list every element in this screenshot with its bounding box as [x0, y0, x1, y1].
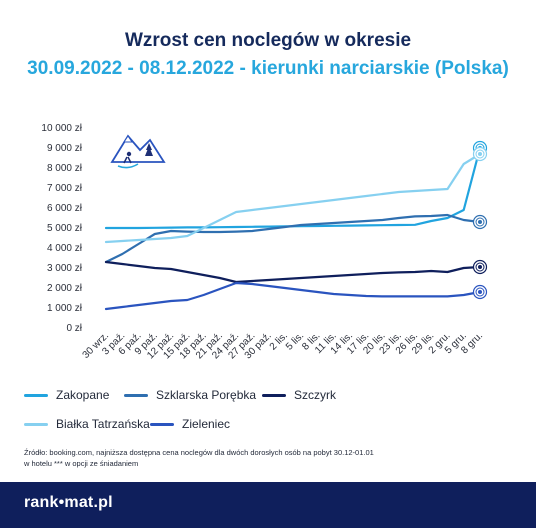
legend-item-zieleniec: Zieleniec — [150, 417, 230, 431]
series-line-2 — [104, 260, 482, 284]
legend-swatch-zakopane — [24, 393, 48, 397]
source-line-1: Źródło: booking.com, najniższa dostępna … — [24, 448, 374, 457]
legend-label: Szklarska Porębka — [156, 388, 257, 402]
chart-subtitle: 30.09.2022 - 08.12.2022 - kierunki narci… — [27, 58, 509, 79]
legend-swatch-bialka-tatrzanska — [24, 422, 48, 426]
y-tick-label: 9 000 zł — [47, 143, 83, 154]
series-end-marker-dot — [478, 290, 482, 294]
series-line-1 — [104, 213, 482, 264]
source-note: Źródło: booking.com, najniższa dostępna … — [24, 447, 424, 469]
legend-label: Zieleniec — [182, 417, 231, 431]
y-tick-label: 6 000 zł — [47, 203, 83, 214]
series-line-3 — [104, 152, 482, 244]
legend-swatch-szklarska-poreba — [124, 393, 148, 397]
legend-label: Białka Tatrzańska — [56, 417, 150, 431]
ski-mountain-icon — [110, 134, 166, 169]
y-tick-label: 0 zł — [66, 323, 82, 334]
series-line-4 — [104, 281, 482, 311]
series-end-marker-dot — [478, 220, 482, 224]
legend-label: Szczyrk — [294, 388, 336, 402]
y-tick-label: 7 000 zł — [47, 183, 83, 194]
legend-item-bialka-tatrzanska: Białka Tatrzańska — [24, 417, 150, 431]
y-tick-label: 5 000 zł — [47, 223, 83, 234]
brand-logo: rank•mat.pl — [24, 494, 113, 511]
line-chart: 0 zł 1 000 zł 2 000 zł 3 000 zł 4 000 zł 5 00… — [41, 123, 488, 361]
footer-bar: rank•mat.pl — [0, 482, 536, 528]
y-tick-label: 8 000 zł — [47, 163, 83, 174]
series-end-marker-dot — [478, 265, 482, 269]
y-tick-label: 10 000 zł — [41, 123, 82, 134]
y-tick-label: 1 000 zł — [47, 303, 83, 314]
y-tick-label: 2 000 zł — [47, 283, 83, 294]
y-tick-label: 4 000 zł — [47, 243, 83, 254]
legend-item-zakopane: Zakopane — [24, 388, 109, 402]
legend-item-szklarska-poreba: Szklarska Porębka — [124, 388, 256, 402]
y-tick-label: 3 000 zł — [47, 263, 83, 274]
legend-swatch-szczyrk — [262, 393, 286, 397]
source-line-2: w hotelu *** w opcji ze śniadaniem — [24, 459, 139, 468]
legend-label: Zakopane — [56, 388, 110, 402]
legend-item-szczyrk: Szczyrk — [262, 388, 336, 402]
chart-title: Wzrost cen noclegów w okresie — [124, 30, 412, 51]
series-end-marker-dot — [478, 152, 482, 156]
legend-swatch-zieleniec — [150, 422, 174, 426]
